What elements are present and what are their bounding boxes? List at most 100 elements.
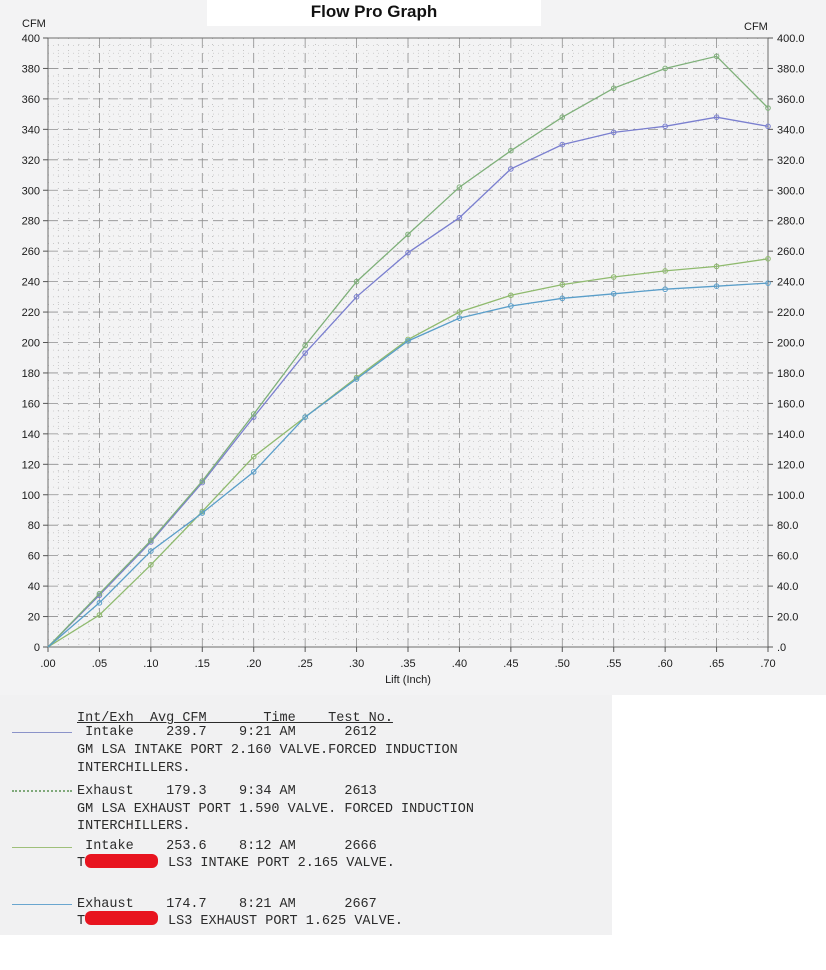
legend-desc-prefix-ls3-exhaust: T bbox=[77, 914, 86, 929]
y-tick-label: 220.0 bbox=[777, 307, 805, 319]
legend-printout: Int/Exh Avg CFM Time Test No. Intake 239… bbox=[0, 695, 612, 935]
y-tick-label: 260.0 bbox=[777, 246, 805, 258]
x-tick-label: .20 bbox=[246, 658, 261, 670]
y-tick-label: 300 bbox=[22, 185, 40, 197]
legend-desc-ls3-intake: LS3 INTAKE PORT 2.165 VALVE. bbox=[168, 856, 395, 871]
legend-swatch-lsa-exhaust bbox=[12, 790, 72, 792]
data-point-ls3_intake bbox=[559, 281, 566, 288]
data-point-lsa_intake bbox=[302, 350, 308, 356]
y-tick-label: 320 bbox=[22, 155, 40, 167]
y-tick-label: 380.0 bbox=[777, 63, 805, 75]
y-tick-label: 260 bbox=[22, 246, 40, 258]
data-point-ls3_exhaust bbox=[405, 338, 411, 344]
x-tick-label: .30 bbox=[349, 658, 364, 670]
data-point-ls3_intake bbox=[96, 612, 103, 618]
data-point-lsa_exhaust bbox=[559, 114, 566, 120]
series-line-lsa_exhaust bbox=[47, 55, 769, 648]
data-point-lsa_intake bbox=[662, 123, 668, 130]
data-point-ls3_exhaust bbox=[559, 295, 566, 302]
legend-line-ls3-exhaust: Exhaust 174.7 8:21 AM 2667 bbox=[77, 897, 377, 912]
flow-chart: 0 20 40 60 80 100 120 140 160 180 200 220 240 260 280 3… bbox=[22, 18, 805, 686]
legend-desc-prefix-ls3-intake: T bbox=[77, 856, 86, 871]
legend-desc-ls3-exhaust: LS3 EXHAUST PORT 1.625 VALVE. bbox=[168, 914, 403, 929]
x-tick-label: .15 bbox=[195, 658, 210, 670]
legend-header: Int/Exh Avg CFM Time Test No. bbox=[77, 711, 393, 726]
y-tick-label: 100.0 bbox=[777, 490, 805, 502]
series-line-ls3_intake bbox=[47, 258, 769, 648]
data-point-ls3_intake bbox=[610, 274, 617, 280]
y-axis-right-unit: CFM bbox=[744, 21, 768, 33]
data-point-lsa_intake bbox=[456, 214, 463, 221]
y-tick-label: 340 bbox=[22, 124, 40, 136]
x-tick-label: .70 bbox=[760, 658, 775, 670]
data-point-ls3_intake bbox=[765, 255, 771, 262]
y-tick-label: 20.0 bbox=[777, 612, 798, 624]
data-point-ls3_exhaust bbox=[610, 290, 617, 297]
y-tick-label: 360 bbox=[22, 94, 40, 106]
y-tick-label: 60.0 bbox=[777, 551, 798, 563]
y-tick-label: 140.0 bbox=[777, 429, 805, 441]
data-point-ls3_exhaust bbox=[765, 280, 771, 286]
y-tick-label: 160 bbox=[22, 398, 40, 410]
data-point-lsa_exhaust bbox=[662, 65, 668, 72]
data-point-ls3_exhaust bbox=[199, 510, 206, 516]
data-point-lsa_exhaust bbox=[250, 411, 257, 417]
y-tick-label: 120.0 bbox=[777, 459, 805, 471]
legend-desc2-lsa-intake: INTERCHILLERS. bbox=[77, 761, 191, 776]
y-tick-label: 280.0 bbox=[777, 216, 805, 228]
data-point-lsa_exhaust bbox=[405, 231, 411, 238]
series-line-lsa_intake bbox=[47, 116, 769, 648]
x-tick-label: .50 bbox=[555, 658, 570, 670]
y-tick-label: 180.0 bbox=[777, 368, 805, 380]
y-axis-left: 0 20 40 60 80 100 120 140 160 180 200 220 240 260 280 3… bbox=[22, 33, 48, 654]
x-tick-label: .05 bbox=[92, 658, 107, 670]
data-point-ls3_intake bbox=[713, 263, 720, 270]
data-point-ls3_intake bbox=[250, 453, 257, 460]
x-tick-label: .25 bbox=[297, 658, 312, 670]
data-point-lsa_exhaust bbox=[302, 342, 308, 349]
legend-line-lsa-exhaust: Exhaust 179.3 9:34 AM 2613 bbox=[77, 784, 377, 799]
y-tick-label: 140 bbox=[22, 429, 40, 441]
y-axis-right: .0 20.0 40.0 60.0 80.0 100.0 120.0 140.0 160.0 18… bbox=[768, 33, 805, 654]
data-point-ls3_exhaust bbox=[250, 469, 257, 475]
data-point-ls3_exhaust bbox=[302, 414, 308, 420]
data-point-ls3_intake bbox=[508, 292, 514, 299]
series-layer bbox=[47, 53, 771, 648]
y-tick-label: 380 bbox=[22, 63, 40, 75]
y-tick-label: 40 bbox=[28, 581, 40, 593]
data-point-lsa_intake bbox=[765, 123, 771, 130]
y-tick-label: 40.0 bbox=[777, 581, 798, 593]
y-tick-label: 280 bbox=[22, 216, 40, 228]
y-tick-label: 300.0 bbox=[777, 185, 805, 197]
y-tick-label: 80.0 bbox=[777, 520, 798, 532]
y-tick-label: .0 bbox=[777, 642, 786, 654]
y-tick-label: 220 bbox=[22, 307, 40, 319]
y-tick-label: 360.0 bbox=[777, 94, 805, 106]
x-axis: .00 .05 .10 .15 .20 .25 .30 .35 .40 .45 .50 .55 .60.… bbox=[40, 647, 776, 670]
data-point-ls3_exhaust bbox=[456, 315, 463, 321]
data-point-lsa_intake bbox=[405, 249, 411, 256]
x-tick-label: .00 bbox=[40, 658, 55, 670]
major-grid bbox=[48, 38, 768, 647]
data-point-ls3_exhaust bbox=[148, 548, 154, 554]
legend-line-ls3-intake: Intake 253.6 8:12 AM 2666 bbox=[77, 839, 377, 854]
y-tick-label: 60 bbox=[28, 551, 40, 563]
legend-desc2-lsa-exhaust: INTERCHILLERS. bbox=[77, 819, 191, 834]
data-point-lsa_exhaust bbox=[610, 85, 617, 92]
redaction-mark bbox=[85, 911, 158, 925]
y-tick-label: 160.0 bbox=[777, 398, 805, 410]
x-tick-label: .45 bbox=[503, 658, 518, 670]
series-line-ls3_exhaust bbox=[47, 282, 769, 648]
x-tick-label: .40 bbox=[452, 658, 467, 670]
data-point-lsa_exhaust bbox=[508, 147, 514, 154]
x-tick-label: .60 bbox=[657, 658, 672, 670]
y-tick-label: 20 bbox=[28, 612, 40, 624]
data-point-lsa_intake bbox=[713, 114, 720, 120]
data-point-ls3_exhaust bbox=[713, 283, 720, 289]
legend-swatch-lsa-intake bbox=[12, 732, 72, 733]
data-point-ls3_exhaust bbox=[96, 600, 103, 606]
legend-swatch-ls3-intake bbox=[12, 847, 72, 848]
data-point-lsa_exhaust bbox=[353, 278, 360, 285]
y-tick-label: 200.0 bbox=[777, 338, 805, 350]
data-point-lsa_exhaust bbox=[765, 105, 771, 111]
